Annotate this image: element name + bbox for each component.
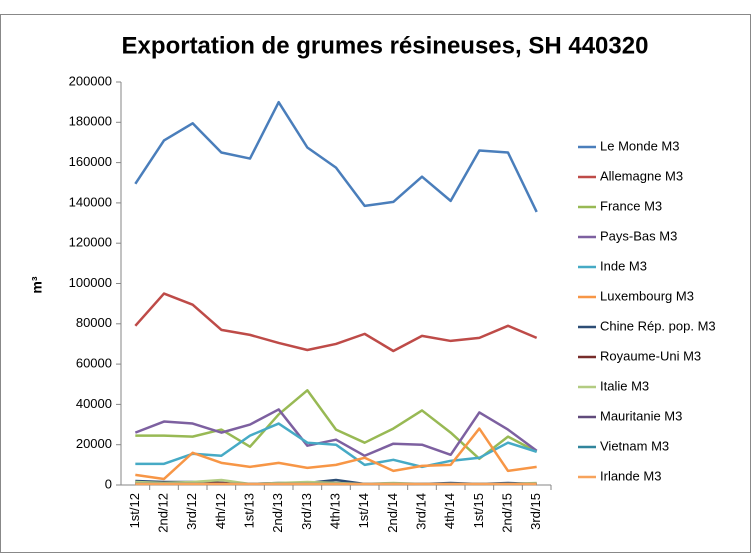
x-tick-label: 4th/14 [442,493,457,529]
x-tick-label: 3rd/15 [528,493,543,530]
legend-label: Inde M3 [600,258,647,273]
y-tick-label: 140000 [69,194,112,209]
x-tick-label: 1st/12 [127,493,142,528]
x-tick-label: 1st/15 [471,493,486,528]
series-line [134,100,538,213]
x-tick-label: 1st/14 [356,493,371,528]
legend-label: Allemagne M3 [600,168,683,183]
series-line [134,292,538,353]
chart-title: Exportation de grumes résineuses, SH 440… [122,32,649,59]
x-tick-label: 4th/13 [327,493,342,529]
legend-label: Le Monde M3 [600,138,680,153]
x-tick-label: 1st/13 [241,493,256,528]
legend-label: Pays-Bas M3 [600,228,677,243]
legend-label: Royaume-Uni M3 [600,348,701,363]
legend-label: Luxembourg M3 [600,288,694,303]
x-tick-label: 2nd/15 [499,493,514,533]
x-tick-label: 2nd/13 [270,493,285,533]
y-tick-label: 100000 [69,275,112,290]
y-tick-label: 160000 [69,154,112,169]
y-tick-label: 40000 [76,396,112,411]
y-tick-label: 0 [105,476,112,491]
y-tick-label: 20000 [76,436,112,451]
legend-label: Mauritanie M3 [600,408,682,423]
y-axis-label: m³ [29,276,45,293]
x-tick-label: 2nd/12 [155,493,170,533]
legend-label: Irlande M3 [600,468,661,483]
y-tick-label: 200000 [69,73,112,88]
series-line [135,389,538,461]
series-line [135,427,537,481]
y-tick-label: 80000 [76,315,112,330]
series-line [134,408,538,458]
x-tick-label: 3rd/14 [413,493,428,530]
legend-label: France M3 [600,198,662,213]
legend-label: Vietnam M3 [600,438,669,453]
x-tick-label: 3rd/13 [299,493,314,530]
x-tick-label: 2nd/14 [385,493,400,533]
legend-label: Chine Rép. pop. M3 [600,318,716,333]
y-tick-label: 60000 [76,356,112,371]
series-line [135,422,538,469]
legend-label: Italie M3 [600,378,649,393]
x-tick-label: 3rd/12 [184,493,199,530]
x-tick-label: 4th/12 [213,493,228,529]
y-tick-label: 120000 [69,235,112,250]
y-tick-label: 180000 [69,114,112,129]
